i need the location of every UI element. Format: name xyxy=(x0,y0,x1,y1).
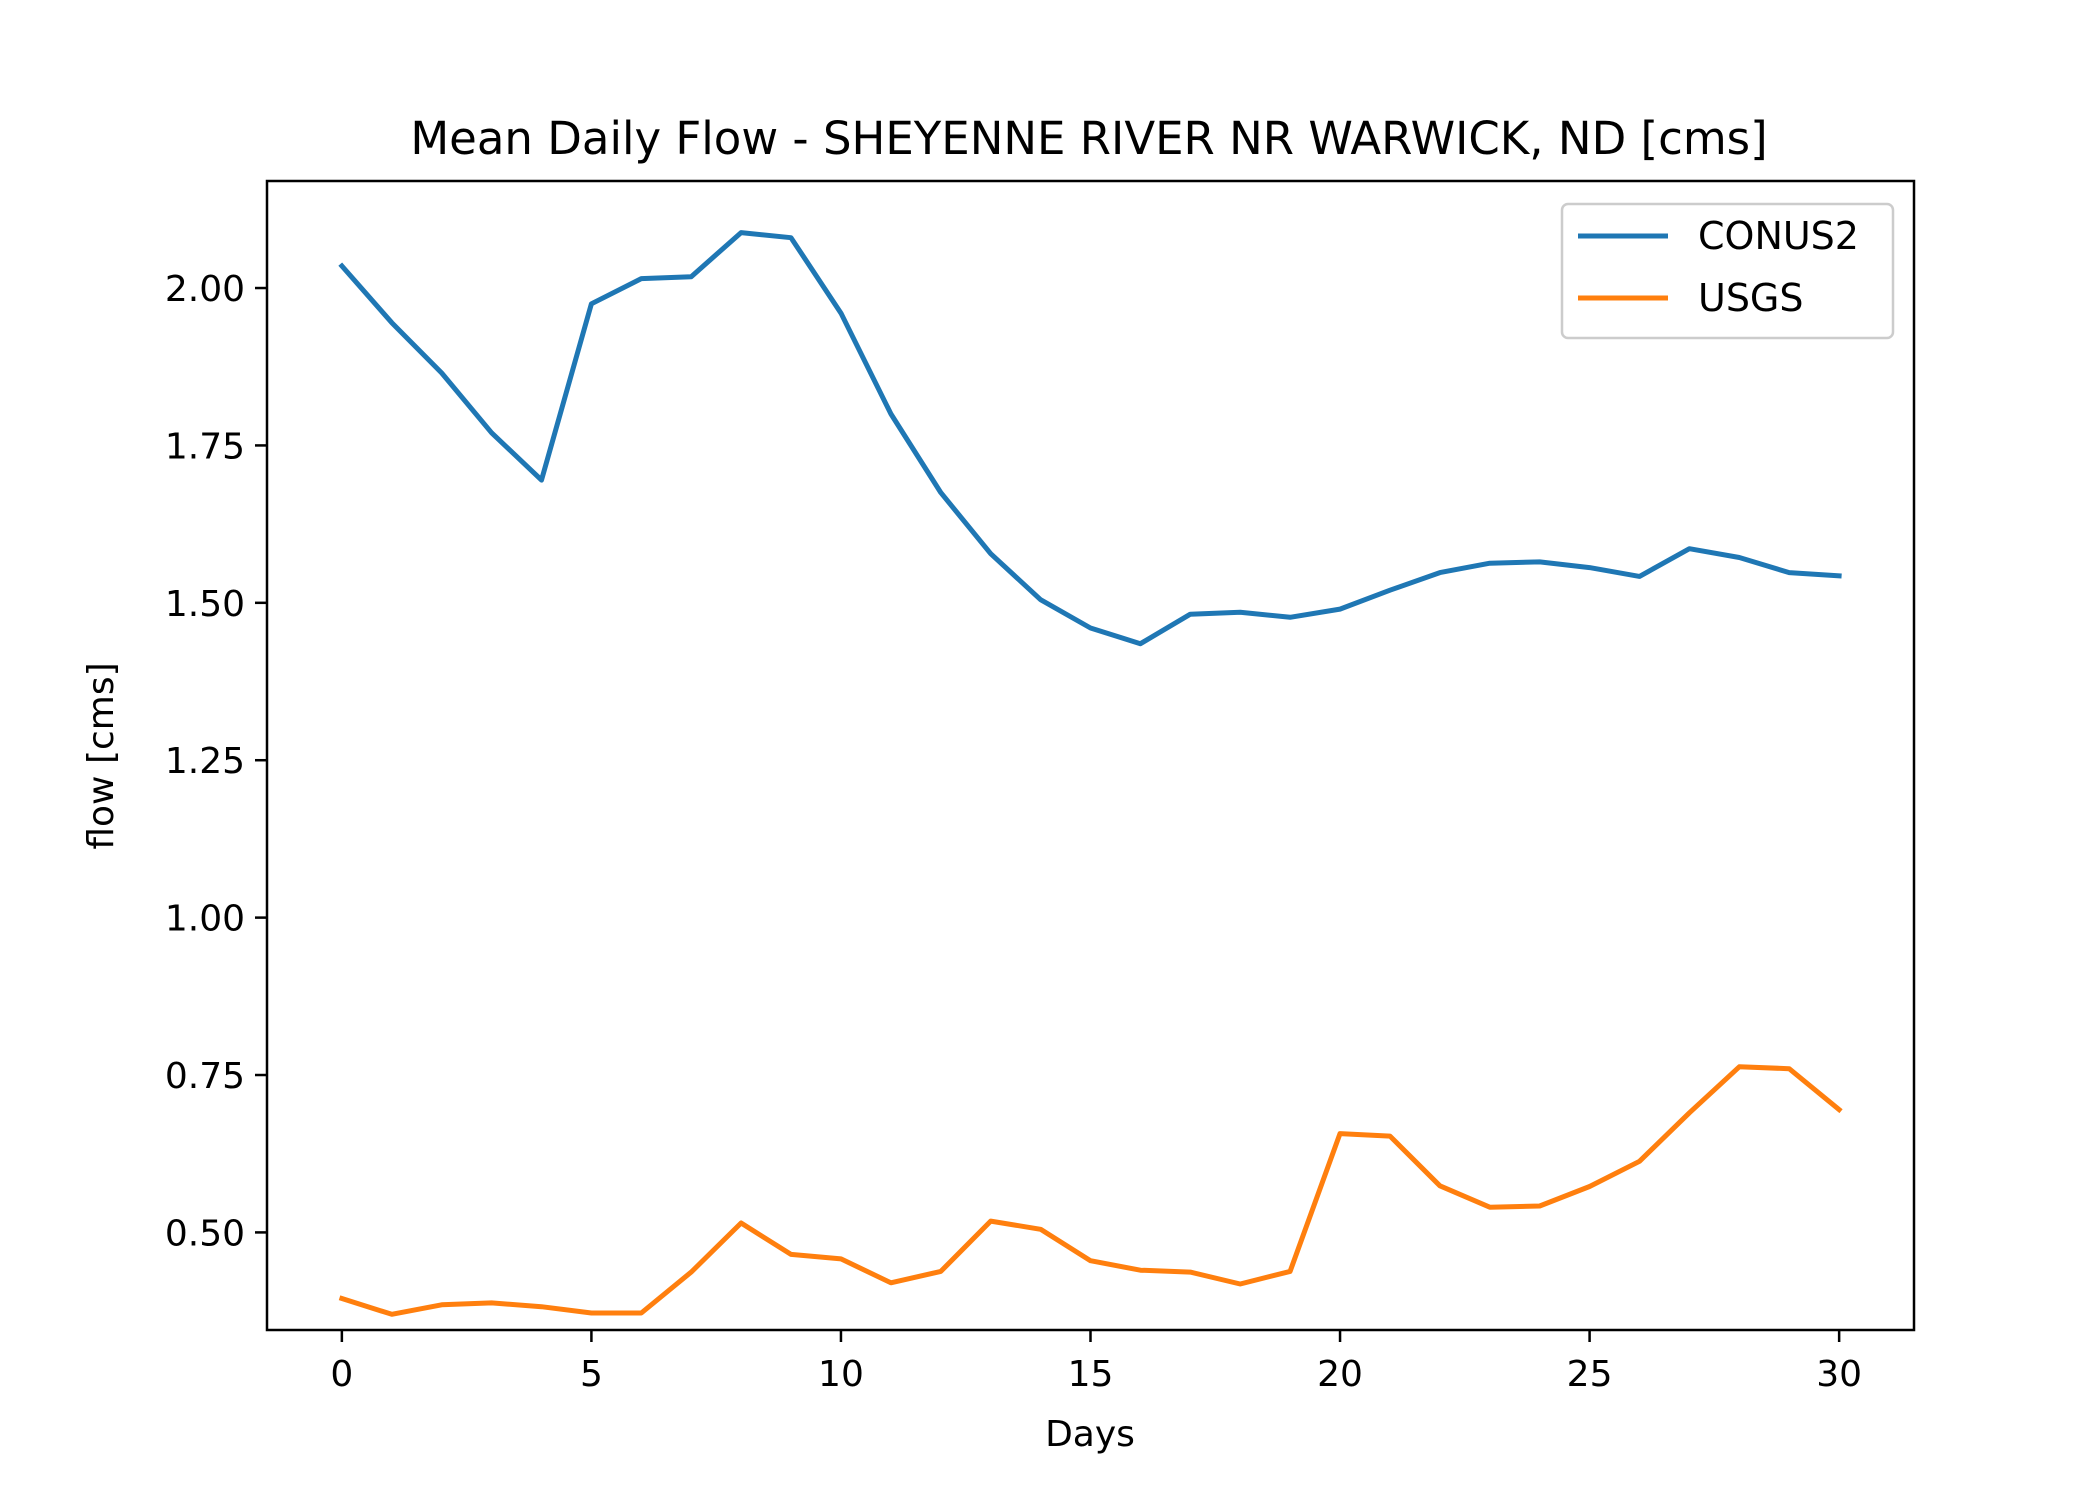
x-tick-label: 30 xyxy=(1816,1354,1862,1395)
legend-label-conus2: CONUS2 xyxy=(1698,214,1859,258)
y-tick-label: 1.50 xyxy=(165,584,245,625)
series-line-conus2 xyxy=(338,230,1842,647)
x-tick-label: 5 xyxy=(580,1354,603,1395)
y-tick-label: 2.00 xyxy=(165,269,245,310)
plot-frame xyxy=(265,179,1916,1332)
x-tick-label: 20 xyxy=(1317,1354,1363,1395)
y-axis-label: flow [cms] xyxy=(81,662,122,849)
x-tick-label: 10 xyxy=(818,1354,864,1395)
y-tick-label: 1.25 xyxy=(165,741,245,782)
y-tick-label: 0.50 xyxy=(165,1213,245,1254)
y-tick-label: 1.00 xyxy=(165,899,245,940)
y-tick-label: 0.75 xyxy=(165,1056,245,1097)
plot-area xyxy=(338,230,1843,1317)
y-axis: 0.50 0.75 1.00 1.25 1.50 1.75 2.00 xyxy=(165,269,267,1254)
x-axis: 0 5 10 15 20 25 30 xyxy=(330,1330,1862,1395)
x-tick-label: 0 xyxy=(330,1354,353,1395)
legend: CONUS2 USGS xyxy=(1560,202,1895,340)
chart-title: Mean Daily Flow - SHEYENNE RIVER NR WARW… xyxy=(410,112,1767,165)
x-tick-label: 15 xyxy=(1068,1354,1114,1395)
y-tick-label: 1.75 xyxy=(165,426,245,467)
series-line-usgs xyxy=(338,1064,1843,1317)
x-tick-label: 25 xyxy=(1567,1354,1613,1395)
legend-label-usgs: USGS xyxy=(1698,276,1804,320)
x-axis-label: Days xyxy=(1045,1414,1135,1455)
